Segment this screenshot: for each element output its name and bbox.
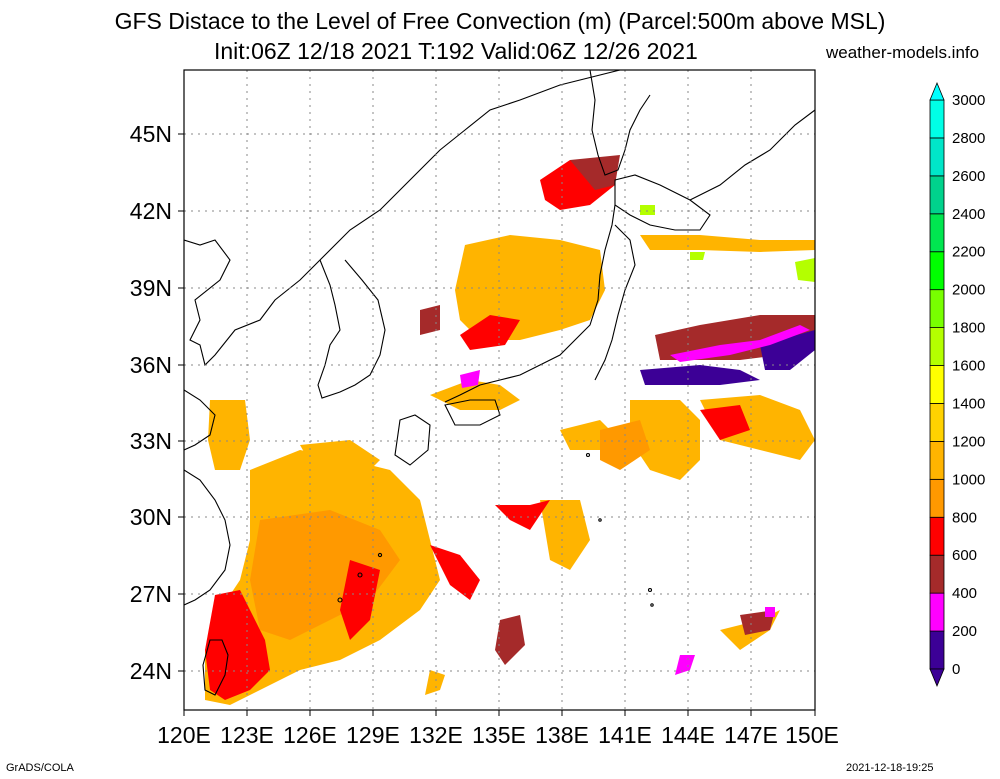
colorbar-level-label: 1200	[952, 433, 985, 450]
colorbar-level-label: 1800	[952, 320, 985, 337]
lat-tick-label: 42N	[130, 198, 172, 224]
colorbar-swatch	[929, 592, 945, 632]
lon-tick-label: 120E	[157, 722, 211, 748]
colorbar-swatch	[929, 440, 945, 480]
colorbar-level-label: 2800	[952, 130, 985, 147]
colorbar-level-label: 1000	[952, 471, 985, 488]
lat-tick-label: 45N	[130, 121, 172, 147]
lon-tick-label: 138E	[535, 722, 589, 748]
colorbar-swatch	[929, 99, 945, 139]
lat-tick-label: 33N	[130, 428, 172, 454]
lfc-field	[205, 155, 815, 705]
colorbar-level-label: 1400	[952, 395, 985, 412]
lon-tick-label: 141E	[598, 722, 652, 748]
lon-tick-label: 135E	[472, 722, 526, 748]
colorbar-level-label: 200	[952, 623, 977, 640]
colorbar-swatch	[929, 175, 945, 215]
colorbar-swatch	[929, 327, 945, 366]
colorbar-level-label: 0	[952, 661, 960, 678]
colorbar-swatch	[929, 478, 945, 518]
lat-tick-label: 30N	[130, 504, 172, 530]
colorbar-level-label: 400	[952, 585, 977, 602]
credit-label: GrADS/COLA	[6, 762, 74, 774]
site-label: weather-models.info	[826, 43, 980, 62]
colorbar-swatch	[929, 554, 945, 594]
colorbar-level-label: 800	[952, 509, 977, 526]
lon-tick-label: 126E	[283, 722, 337, 748]
colorbar-level-label: 2400	[952, 206, 985, 223]
colorbar-level-label: 2200	[952, 244, 985, 261]
colorbar-level-label: 1600	[952, 358, 985, 375]
colorbar-swatch	[929, 137, 945, 177]
colorbar-swatch	[929, 516, 945, 556]
colorbar-level-label: 2000	[952, 282, 985, 299]
lon-tick-label: 150E	[785, 722, 839, 748]
chart-title: GFS Distace to the Level of Free Convect…	[114, 8, 886, 34]
lon-tick-label: 123E	[220, 722, 274, 748]
lat-tick-label: 27N	[130, 581, 172, 607]
lon-tick-label: 132E	[409, 722, 463, 748]
lat-tick-label: 36N	[130, 352, 172, 378]
lon-tick-label: 129E	[346, 722, 400, 748]
lat-tick-label: 24N	[130, 658, 172, 684]
colorbar-level-label: 3000	[952, 92, 985, 109]
lon-tick-label: 144E	[661, 722, 715, 748]
coastlines	[184, 70, 815, 696]
colorbar: 0 200 400 600 800 1000 1200 1400 1600 1800 2000 220…	[929, 81, 985, 688]
lat-tick-label: 39N	[130, 275, 172, 301]
colorbar-swatch	[929, 630, 945, 670]
timestamp-label: 2021-12-18-19:25	[846, 762, 934, 774]
colorbar-level-label: 2600	[952, 168, 985, 185]
colorbar-lower-arrow	[929, 668, 945, 688]
colorbar-swatch	[929, 403, 945, 442]
gridlines	[184, 70, 815, 710]
colorbar-upper-arrow	[929, 81, 945, 101]
colorbar-level-label: 600	[952, 547, 977, 564]
colorbar-swatch	[929, 251, 945, 291]
colorbar-swatch	[929, 213, 945, 253]
colorbar-swatch	[929, 365, 945, 404]
tick-marks	[178, 133, 816, 716]
lon-tick-label: 147E	[724, 722, 778, 748]
colorbar-swatch	[929, 289, 945, 328]
chart-subtitle: Init:06Z 12/18 2021 T:192 Valid:06Z 12/2…	[214, 38, 698, 64]
